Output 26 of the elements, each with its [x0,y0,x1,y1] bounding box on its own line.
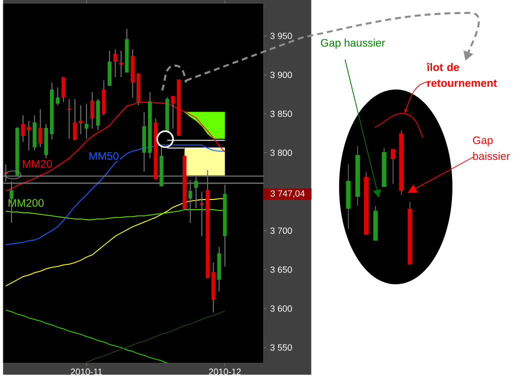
candlestick [84,103,88,140]
y-tick-label: 3 850 [270,110,292,117]
text: îlot de retournement [426,62,497,87]
x-tick-label: 2010-12 [208,368,241,375]
candlestick [90,91,94,130]
text: Gap haussier [320,38,385,49]
candlestick [62,76,66,103]
candlestick [194,176,198,208]
candlestick [171,95,175,130]
y-tick-label: 3 900 [270,72,292,78]
series-label: MM50 [90,152,118,160]
candlestick [21,114,25,142]
series-label: MM200 [8,199,44,207]
text: Gap baissier [473,136,510,160]
y-tick-label: 3 600 [270,305,292,312]
y-tick-label: 3 650 [270,266,292,273]
y-tick-label: 3 800 [270,150,292,156]
candlestick [73,98,77,141]
text: 3 747,04 [270,190,305,198]
candlestick [119,50,123,78]
series-label: MM20 [22,160,52,168]
y-tick-label: 3 950 [270,32,292,40]
candlestick [38,108,42,148]
y-tick-label: 3 550 [270,344,292,351]
x-tick-label: 2010-11 [70,368,102,375]
y-tick-label: 3 700 [270,227,292,234]
